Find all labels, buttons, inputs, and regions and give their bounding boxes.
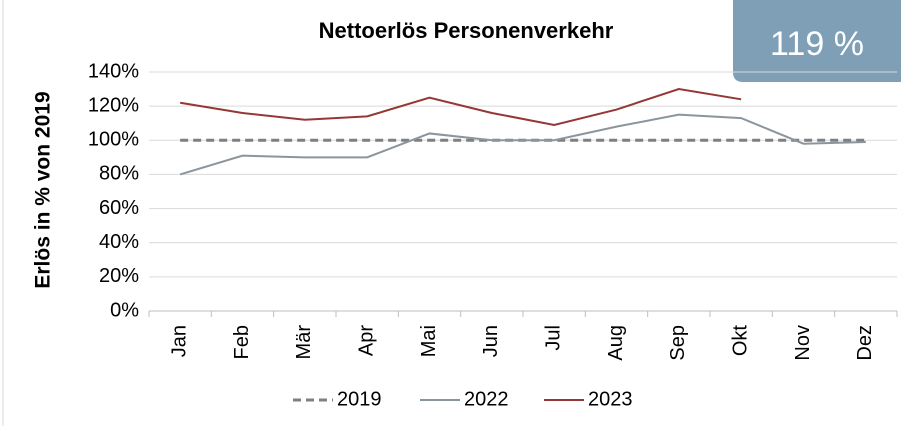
y-tick-label: 20% bbox=[99, 265, 139, 287]
x-tick-label: Nov bbox=[792, 325, 814, 361]
x-tick-label: Mär bbox=[293, 325, 315, 360]
x-tick-label: Dez bbox=[854, 325, 876, 361]
badge-box bbox=[733, 0, 901, 82]
legend-label: 2022 bbox=[464, 388, 509, 410]
x-tick-label: Okt bbox=[729, 325, 751, 357]
y-axis-label: Erlös in % von 2019 bbox=[32, 91, 55, 288]
x-tick-label: Jun bbox=[480, 325, 502, 357]
y-tick-label: 100% bbox=[88, 129, 139, 151]
x-tick-label: Jul bbox=[542, 325, 564, 351]
legend-label: 2023 bbox=[588, 388, 633, 410]
series-line bbox=[179, 113, 866, 176]
chart-title: Nettoerlös Personenverkehr bbox=[319, 18, 614, 43]
y-tick-label: 40% bbox=[99, 231, 139, 253]
x-tick-label: Jan bbox=[168, 325, 190, 357]
x-tick-label: Mai bbox=[418, 325, 440, 357]
y-tick-label: 80% bbox=[99, 163, 139, 185]
badge-text: 119 % bbox=[770, 25, 864, 63]
y-tick-label: 60% bbox=[99, 197, 139, 219]
legend-label: 2019 bbox=[337, 388, 382, 410]
x-tick-label: Aug bbox=[605, 325, 627, 361]
y-tick-label: 120% bbox=[88, 94, 139, 116]
x-tick-label: Sep bbox=[667, 325, 689, 361]
x-tick-label: Feb bbox=[231, 325, 253, 359]
y-tick-label: 140% bbox=[88, 60, 139, 82]
series-line bbox=[180, 88, 742, 126]
y-tick-label: 0% bbox=[110, 299, 139, 321]
x-tick-label: Apr bbox=[355, 325, 377, 356]
